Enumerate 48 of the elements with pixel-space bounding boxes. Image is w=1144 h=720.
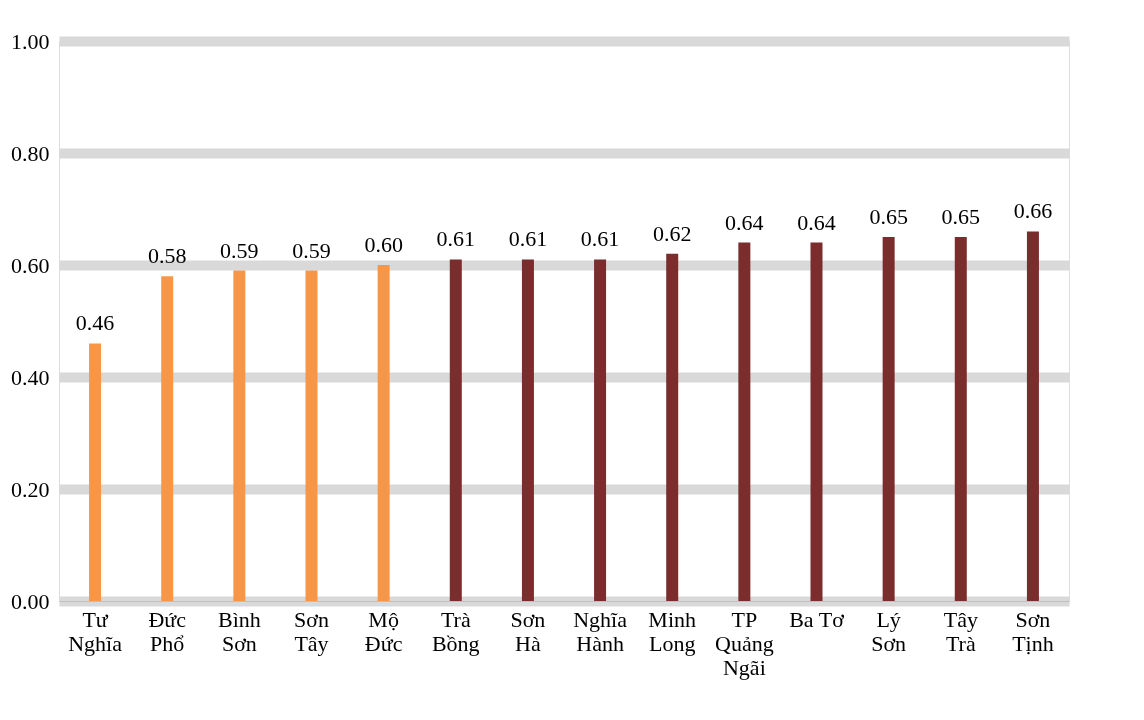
bar xyxy=(233,270,246,601)
y-tick-label: 0.20 xyxy=(11,476,50,502)
y-tick-label: 0.40 xyxy=(11,364,50,390)
y-tick-label: 0.00 xyxy=(11,588,50,614)
x-tick-label: Sơn Hà xyxy=(510,606,546,656)
bar xyxy=(449,259,462,601)
x-tick-label: Minh Long xyxy=(648,606,697,656)
x-tick-label: Bình Sơn xyxy=(217,606,261,656)
data-label: 0.66 xyxy=(1013,198,1053,224)
y-tick-label: 1.00 xyxy=(11,28,50,54)
data-label: 0.64 xyxy=(797,209,836,235)
x-tick-label: Lý Sơn xyxy=(871,606,907,656)
x-tick-label: Nghĩa Hành xyxy=(573,606,628,656)
data-label: 0.58 xyxy=(147,243,187,269)
x-tick-label: Ba Tơ xyxy=(789,606,845,632)
data-label: 0.61 xyxy=(580,226,620,252)
bar xyxy=(1026,231,1039,601)
data-label: 0.46 xyxy=(75,310,115,336)
bar xyxy=(738,242,751,601)
x-tick-label: Đức Phổ xyxy=(148,606,187,656)
bar xyxy=(89,343,102,601)
bar xyxy=(521,259,534,601)
data-label: 0.59 xyxy=(220,237,259,263)
data-label: 0.60 xyxy=(364,232,403,257)
y-tick-label: 0.60 xyxy=(11,252,50,278)
bar xyxy=(594,259,607,601)
x-tick-label: Sơn Tịnh xyxy=(1012,606,1054,656)
y-tick-label: 0.80 xyxy=(11,140,50,166)
bar xyxy=(377,265,390,601)
bar xyxy=(161,276,174,601)
data-label: 0.62 xyxy=(652,220,692,246)
x-tick-label: Mộ Đức xyxy=(364,606,403,656)
data-label: 0.61 xyxy=(508,226,548,252)
data-label: 0.61 xyxy=(436,226,476,252)
data-label: 0.65 xyxy=(869,204,908,229)
x-tick-label: Sơn Tây xyxy=(294,606,329,656)
data-label: 0.65 xyxy=(941,204,981,229)
data-label: 0.64 xyxy=(725,209,764,235)
data-label: 0.59 xyxy=(292,237,331,263)
x-tick-label: Tây Trà xyxy=(943,606,978,656)
x-tick-label: TP Quảng Ngãi xyxy=(715,606,774,680)
bar xyxy=(810,242,823,601)
bar xyxy=(954,237,967,601)
bar xyxy=(305,270,318,601)
x-tick-label: Tư Nghĩa xyxy=(68,606,123,656)
bar xyxy=(666,253,679,601)
x-tick-label: Trà Bồng xyxy=(431,606,480,656)
bar xyxy=(882,237,895,601)
